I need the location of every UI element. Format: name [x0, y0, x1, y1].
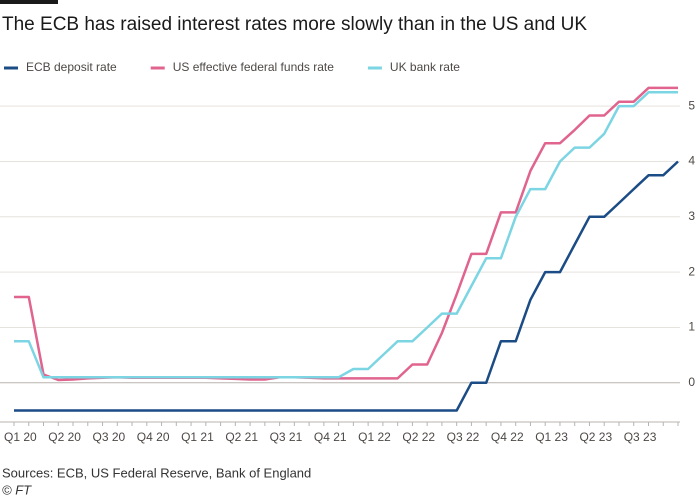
- credit: © FT: [2, 482, 32, 497]
- x-tick-label: Q1 20: [4, 430, 37, 444]
- x-tick-label: Q2 21: [225, 430, 258, 444]
- chart-title: The ECB has raised interest rates more s…: [2, 14, 587, 35]
- title-bar: [0, 0, 58, 4]
- x-tick-label: Q2 20: [48, 430, 81, 444]
- x-tick-label: Q1 22: [358, 430, 391, 444]
- x-tick-label: Q4 20: [137, 430, 170, 444]
- series-line: [14, 160, 679, 412]
- y-tick-label: 0: [688, 375, 695, 389]
- legend-label: US effective federal funds rate: [173, 60, 335, 74]
- x-tick-label: Q2 22: [402, 430, 435, 444]
- x-tick-label: Q3 20: [93, 430, 126, 444]
- source: Sources: ECB, US Federal Reserve, Bank o…: [2, 465, 311, 480]
- y-tick-label: 5: [688, 98, 695, 112]
- y-tick-label: 4: [688, 154, 695, 168]
- series-line: [14, 86, 678, 382]
- x-tick-label: Q1 23: [535, 430, 568, 444]
- legend-label: ECB deposit rate: [26, 60, 117, 74]
- y-tick-label: 3: [688, 209, 695, 223]
- x-tick-label: Q4 21: [314, 430, 347, 444]
- y-tick-label: 1: [688, 320, 695, 334]
- legend-label: UK bank rate: [390, 60, 460, 74]
- x-tick-label: Q3 21: [270, 430, 303, 444]
- x-tick-label: Q3 22: [447, 430, 480, 444]
- series-line: [14, 91, 678, 379]
- x-tick-label: Q4 22: [491, 430, 524, 444]
- x-tick-label: Q1 21: [181, 430, 214, 444]
- x-tick-label: Q2 23: [579, 430, 612, 444]
- x-tick-label: Q3 23: [624, 430, 657, 444]
- y-tick-label: 2: [688, 264, 695, 278]
